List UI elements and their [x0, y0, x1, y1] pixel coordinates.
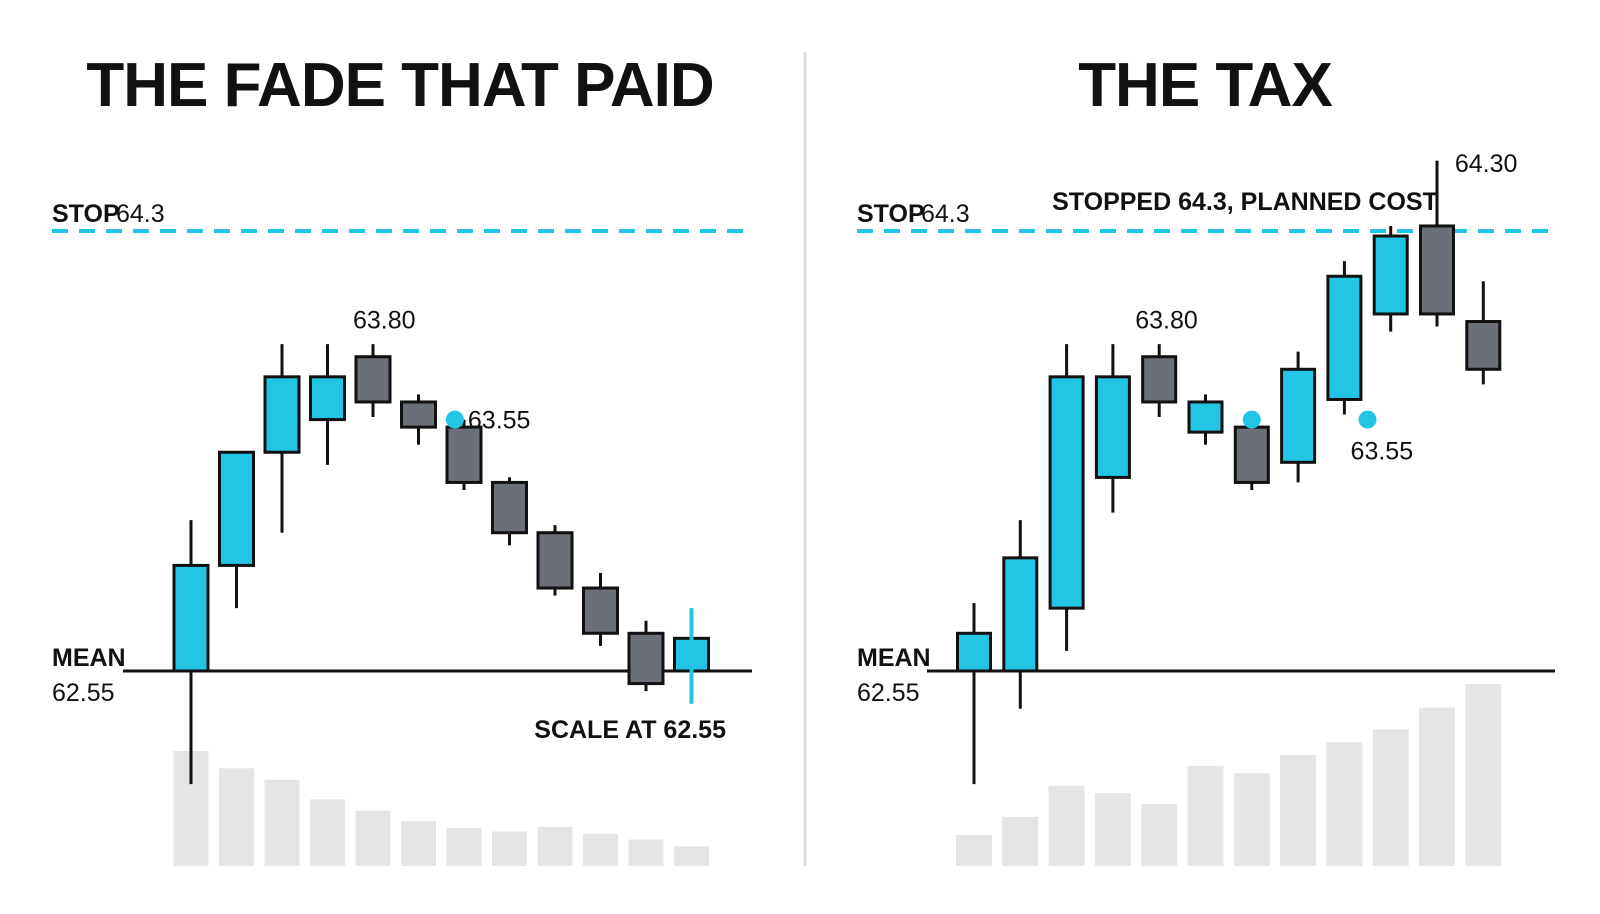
volume-bar [1233, 773, 1270, 866]
candle-body [1372, 234, 1409, 316]
volume-bar [401, 821, 436, 866]
candle [1094, 344, 1131, 513]
chart-title: THE TAX [1078, 51, 1332, 120]
candle [263, 344, 301, 533]
entry-marker [1242, 410, 1261, 429]
candle-body [1326, 274, 1363, 401]
candle [582, 572, 619, 646]
volume-bar [1094, 793, 1131, 866]
volume-bar [628, 839, 664, 866]
stop-label: STOP [52, 200, 120, 228]
candle [354, 344, 392, 418]
candle-body [1187, 400, 1224, 434]
chart-title: THE FADE THAT PAID [86, 51, 713, 120]
candle-body [445, 425, 483, 484]
candle-body [309, 375, 346, 422]
volume-bar [1465, 684, 1502, 866]
price-annotation: 63.55 [468, 407, 531, 435]
volume-bar [537, 826, 573, 866]
volume-bar [264, 779, 300, 866]
candle-body [956, 631, 992, 673]
candle [1187, 394, 1224, 445]
scale-note: SCALE AT 62.55 [534, 716, 726, 744]
candle [491, 477, 528, 546]
candle [445, 419, 483, 490]
candle-body [536, 531, 574, 590]
volume-bar [674, 846, 709, 866]
volume-bar [1419, 707, 1455, 866]
candle-body [1233, 425, 1270, 484]
candle-body [354, 355, 392, 404]
candle [1141, 344, 1178, 418]
candle-body [1048, 375, 1085, 610]
candle-body [1465, 320, 1502, 371]
volume-bar [1187, 765, 1224, 866]
candle [956, 603, 992, 785]
candle-body [263, 375, 301, 454]
entry-marker [1358, 410, 1377, 429]
candle [1233, 419, 1270, 490]
candle [1419, 160, 1455, 327]
stop-label: STOP [857, 200, 925, 228]
volume-bar [1326, 742, 1363, 866]
candle [536, 525, 574, 596]
price-annotation: 64.30 [1455, 150, 1518, 178]
candle-body [582, 586, 619, 635]
candle-body [1094, 375, 1131, 479]
candle-body [491, 480, 528, 535]
candle [1048, 344, 1085, 651]
volume-bar [1002, 816, 1039, 866]
candle-body [627, 631, 665, 686]
volume-bar [310, 799, 345, 866]
chart-panel-right: THE TAX STOP 64.3 MEAN 62.55 STOPPED 64.… [857, 51, 1555, 866]
volume-bar [1280, 754, 1317, 866]
stop-value: 64.3 [921, 200, 970, 228]
volume-bar [583, 833, 618, 866]
price-annotation: 63.55 [1351, 438, 1414, 466]
volume-bar [355, 810, 391, 866]
candle [400, 394, 437, 445]
candle-body [1419, 224, 1455, 316]
candle [172, 520, 210, 785]
candle [1002, 520, 1039, 709]
volume-bar [1048, 785, 1085, 866]
mean-value: 62.55 [52, 679, 115, 707]
candle-body [1280, 367, 1317, 464]
candle [1280, 351, 1317, 483]
entry-marker [445, 410, 464, 429]
volume-bar [1141, 804, 1178, 866]
candle [1465, 281, 1502, 385]
candle-body [1002, 556, 1039, 673]
candle-body [218, 450, 255, 567]
volume-bar [1372, 729, 1409, 866]
volume-bar [446, 828, 482, 866]
stop-value: 64.3 [116, 200, 165, 228]
chart-panel-left: THE FADE THAT PAID STOP 64.3 MEAN 62.55 … [52, 51, 752, 866]
volume-bar [219, 768, 254, 866]
candle [1326, 261, 1363, 415]
mean-label: MEAN [857, 644, 931, 672]
candle [218, 450, 255, 609]
price-annotation: 63.80 [353, 307, 416, 335]
volume-bar [492, 831, 527, 866]
candle-body [172, 563, 210, 673]
mean-label: MEAN [52, 644, 126, 672]
stopped-note: STOPPED 64.3, PLANNED COST [1052, 188, 1438, 216]
volume-bar [956, 835, 992, 866]
candle [627, 620, 665, 692]
price-annotation: 63.80 [1135, 307, 1198, 335]
mean-value: 62.55 [857, 679, 920, 707]
candle-body [400, 400, 437, 429]
candle-body [1141, 355, 1178, 404]
candle [309, 344, 346, 465]
candle [1372, 225, 1409, 332]
